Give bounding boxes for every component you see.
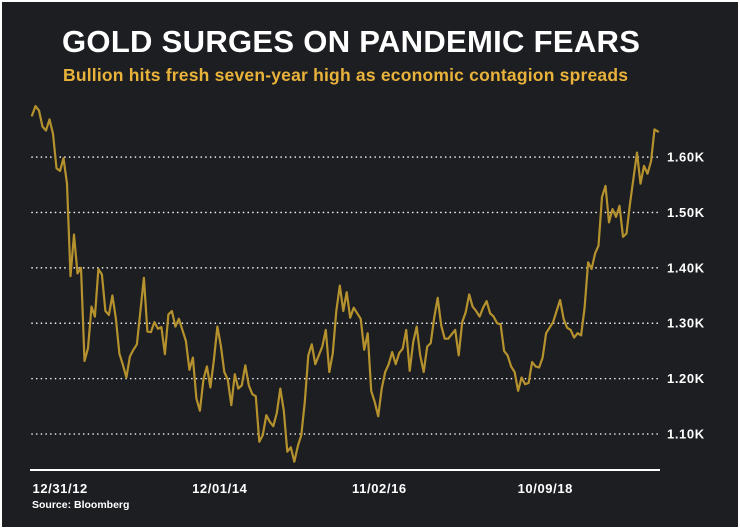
y-axis-tick-label: 1.30K [667, 316, 705, 331]
y-axis-tick-label: 1.40K [667, 260, 705, 275]
x-axis-tick-label: 12/01/14 [192, 481, 248, 496]
x-axis-tick-label: 10/09/18 [518, 481, 573, 496]
y-axis-tick-label: 1.50K [667, 205, 705, 220]
y-axis-tick-label: 1.20K [667, 371, 705, 386]
chart-title: GOLD SURGES ON PANDEMIC FEARS [62, 24, 641, 59]
y-axis-tick-label: 1.60K [667, 150, 705, 165]
source-label: Source: Bloomberg [32, 499, 130, 511]
x-axis-tick-label: 12/31/12 [32, 481, 87, 496]
gold-price-line [30, 104, 660, 463]
chart-subtitle: Bullion hits fresh seven-year high as ec… [63, 64, 629, 85]
chart-header: GOLD SURGES ON PANDEMIC FEARS Bullion hi… [62, 24, 640, 86]
x-axis-tick-label: 11/02/16 [352, 481, 407, 496]
y-axis-tick-label: 1.10K [667, 427, 705, 442]
